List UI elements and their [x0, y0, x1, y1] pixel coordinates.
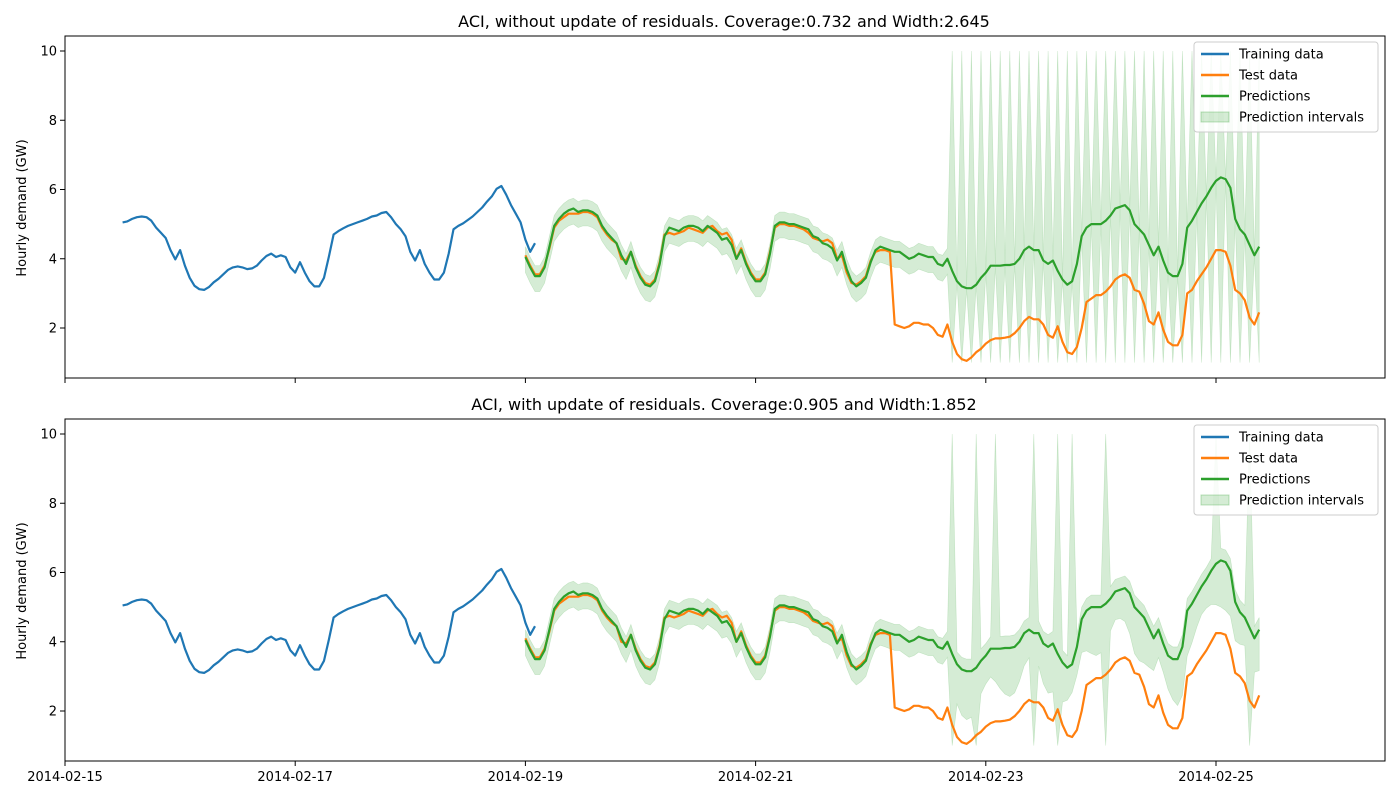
y-tick-label: 10: [40, 428, 57, 443]
legend-label: Prediction intervals: [1239, 111, 1364, 126]
prediction-interval-band: [525, 433, 1260, 746]
legend-swatch: [1200, 111, 1230, 123]
y-tick-label: 6: [49, 183, 57, 198]
x-tick-label: 2014-02-17: [257, 770, 333, 785]
training-data-line: [122, 184, 536, 291]
legend-box: [1193, 424, 1379, 516]
y-tick-label: 8: [49, 114, 57, 129]
prediction-interval-band: [525, 50, 1260, 363]
legend-label: Test data: [1238, 69, 1298, 84]
y-tick-label: 10: [40, 45, 57, 60]
test-data-line: [524, 593, 1261, 745]
top-plot-area: [122, 50, 1261, 363]
training-data-line: [122, 567, 536, 674]
y-tick-label: 2: [49, 705, 57, 720]
top-chart-title: ACI, without update of residuals. Covera…: [458, 12, 990, 31]
bottom-y-axis-label: Hourly demand (GW): [15, 522, 30, 659]
predictions-line: [524, 176, 1261, 290]
test-data-line: [524, 210, 1261, 362]
y-tick-label: 6: [49, 566, 57, 581]
bottom-chart-panel: ACI, with update of residuals. Coverage:…: [15, 395, 1386, 785]
x-tick-label: 2014-02-23: [948, 770, 1024, 785]
predictions-line: [524, 559, 1261, 673]
x-tick-label: 2014-02-25: [1178, 770, 1254, 785]
top-axes: 2 4 6 8 10: [40, 35, 1386, 383]
bottom-axes: 2 4 6 8 10 2014-02-15 2014-02-17 2014-02-19 2014…: [27, 418, 1386, 785]
x-tick-label: 2014-02-19: [488, 770, 564, 785]
top-chart-panel: ACI, without update of residuals. Covera…: [15, 12, 1386, 383]
top-y-axis-label: Hourly demand (GW): [15, 139, 30, 276]
axes-frame: [64, 35, 1386, 379]
legend-swatch: [1200, 494, 1230, 506]
y-tick-label: 4: [49, 252, 57, 267]
x-tick-label: 2014-02-21: [718, 770, 794, 785]
legend-label: Prediction intervals: [1239, 494, 1364, 509]
y-tick-label: 4: [49, 635, 57, 650]
y-tick-label: 8: [49, 497, 57, 512]
legend-label: Predictions: [1239, 473, 1311, 488]
y-tick-label: 2: [49, 322, 57, 337]
legend-label: Test data: [1238, 452, 1298, 467]
bottom-chart-title: ACI, with update of residuals. Coverage:…: [471, 395, 976, 414]
legend-label: Training data: [1238, 431, 1324, 446]
x-tick-label: 2014-02-15: [27, 770, 103, 785]
legend-box: [1193, 41, 1379, 133]
bottom-legend: Training data Test data Predictions Predict…: [1193, 424, 1379, 516]
legend-label: Predictions: [1239, 90, 1311, 105]
legend-label: Training data: [1238, 48, 1324, 63]
bottom-plot-area: [122, 433, 1261, 746]
top-legend: Training data Test data Predictions Predict…: [1193, 41, 1379, 133]
axes-frame: [64, 418, 1386, 762]
